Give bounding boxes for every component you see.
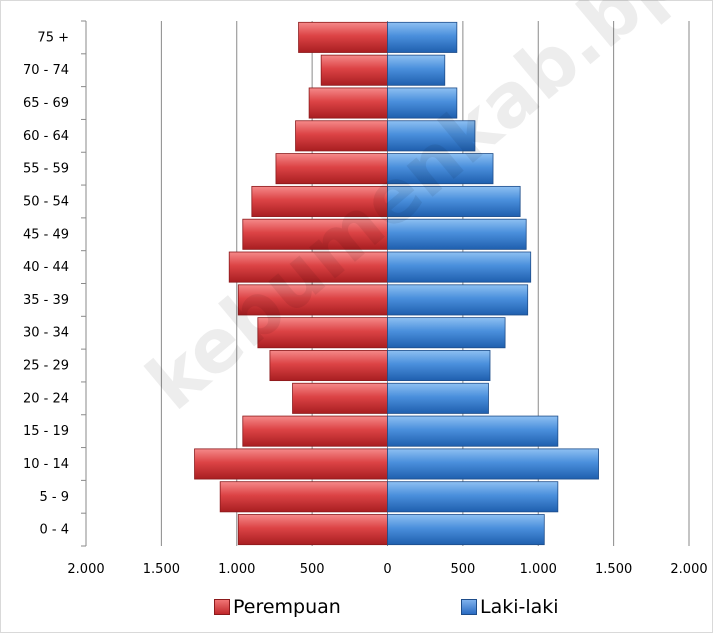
bar-perempuan <box>251 185 388 217</box>
legend: Perempuan Laki-laki <box>1 596 712 622</box>
y-tick-label: 20 - 24 <box>23 391 69 406</box>
y-tick-label: 30 - 34 <box>23 326 69 341</box>
bar-perempuan <box>237 284 388 316</box>
x-tick-label: 0 <box>383 562 391 577</box>
y-tick-label: 25 - 29 <box>23 359 69 374</box>
bar-perempuan <box>320 54 388 86</box>
y-tick-label: 15 - 19 <box>23 424 69 439</box>
legend-item-laki-laki: Laki-laki <box>461 596 559 618</box>
x-tick-label: 1.000 <box>218 562 255 577</box>
x-tick-label: 1.000 <box>520 562 557 577</box>
bar-perempuan <box>295 120 388 152</box>
x-tick-label: 2.000 <box>670 562 707 577</box>
bar-laki-laki <box>387 251 532 283</box>
bar-laki-laki <box>387 21 458 53</box>
legend-item-perempuan: Perempuan <box>214 596 341 618</box>
bar-laki-laki <box>387 350 491 382</box>
bar-laki-laki <box>387 185 521 217</box>
bar-laki-laki <box>387 481 559 513</box>
x-tick-label: 1.500 <box>595 562 632 577</box>
legend-label-laki-laki: Laki-laki <box>480 596 559 618</box>
x-tick-label: 500 <box>450 562 475 577</box>
y-tick-label: 45 - 49 <box>23 227 69 242</box>
y-tick-label: 40 - 44 <box>23 260 69 275</box>
bar-perempuan <box>275 153 388 185</box>
y-tick-label: 10 - 14 <box>23 457 69 472</box>
bar-perempuan <box>257 317 388 349</box>
bar-laki-laki <box>387 284 529 316</box>
bar-perempuan <box>298 21 388 53</box>
x-tick-label: 500 <box>300 562 325 577</box>
bar-perempuan <box>228 251 388 283</box>
y-tick-label: 55 - 59 <box>23 162 69 177</box>
legend-swatch-perempuan <box>214 599 230 615</box>
y-tick-label: 65 - 69 <box>23 96 69 111</box>
bar-perempuan <box>237 514 388 546</box>
bar-laki-laki <box>387 153 494 185</box>
bar-laki-laki <box>387 382 489 414</box>
legend-label-perempuan: Perempuan <box>233 596 341 618</box>
bar-laki-laki <box>387 87 458 119</box>
bar-laki-laki <box>387 317 506 349</box>
bar-laki-laki <box>387 514 545 546</box>
bar-laki-laki <box>387 54 446 86</box>
population-pyramid-chart: 2.000 1.500 1.000 500 0 500 1.000 1.500 2.000 0 -… <box>23 20 708 577</box>
bar-laki-laki <box>387 218 527 250</box>
bar-perempuan <box>308 87 388 119</box>
y-tick-label: 35 - 39 <box>23 293 69 308</box>
bar-perempuan <box>269 350 388 382</box>
bar-laki-laki <box>387 415 559 447</box>
bar-laki-laki <box>387 448 599 480</box>
x-tick-label: 2.000 <box>67 562 104 577</box>
bar-perempuan <box>242 415 388 447</box>
bar-perempuan <box>194 448 388 480</box>
bar-perempuan <box>242 218 388 250</box>
y-tick-label: 50 - 54 <box>23 194 69 209</box>
y-tick-label: 0 - 4 <box>40 523 70 538</box>
y-tick-label: 60 - 64 <box>23 129 69 144</box>
bar-perempuan <box>292 382 388 414</box>
y-tick-label: 5 - 9 <box>40 490 70 505</box>
x-tick-label: 1.500 <box>143 562 180 577</box>
y-tick-label: 75 + <box>37 30 69 45</box>
bar-perempuan <box>219 481 388 513</box>
legend-swatch-laki-laki <box>461 599 477 615</box>
y-tick-label: 70 - 74 <box>23 63 69 78</box>
bar-laki-laki <box>387 120 476 152</box>
